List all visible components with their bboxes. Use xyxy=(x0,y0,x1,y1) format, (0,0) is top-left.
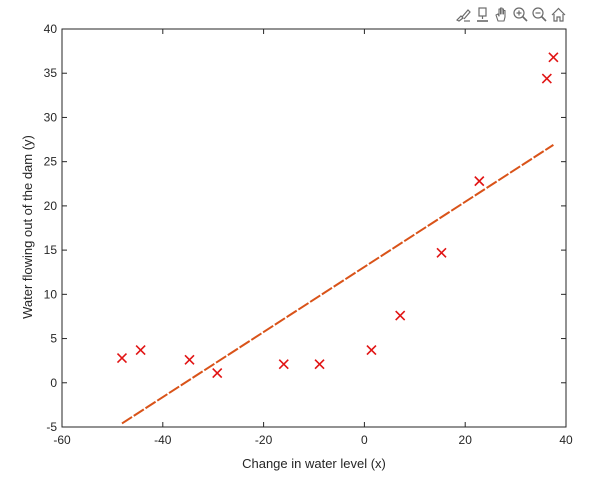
data-point-marker xyxy=(116,352,128,364)
x-tick-label: 40 xyxy=(559,433,573,447)
data-point-marker xyxy=(212,367,223,379)
data-point-marker xyxy=(548,52,559,63)
data-point-marker xyxy=(436,247,447,258)
y-tick-label: 40 xyxy=(44,22,58,36)
y-tick-label: 5 xyxy=(50,332,57,346)
data-point-marker xyxy=(474,176,485,187)
data-point-marker xyxy=(541,73,552,84)
y-tick-label: 20 xyxy=(44,199,58,213)
x-tick-label: -40 xyxy=(154,433,172,447)
data-point-marker xyxy=(366,344,377,356)
data-tip-icon[interactable] xyxy=(474,6,491,23)
home-icon[interactable] xyxy=(550,6,567,23)
axes-toolbar xyxy=(455,6,567,23)
plot-area: -60 -40 -20 0 20 40 -5 0 5 10 15 20 25 30 35 40 xyxy=(44,22,573,447)
x-tick-label: -60 xyxy=(53,433,71,447)
y-tick-label: 25 xyxy=(44,155,58,169)
data-point-marker xyxy=(314,359,325,370)
x-tick-label: 20 xyxy=(459,433,473,447)
pan-hand-icon[interactable] xyxy=(493,6,510,23)
data-point-marker xyxy=(184,354,195,365)
x-tick-label: -20 xyxy=(255,433,273,447)
zoom-out-icon[interactable] xyxy=(531,6,548,23)
data-point-marker xyxy=(278,359,289,370)
y-tick-label: 10 xyxy=(44,287,58,301)
x-tick-label: 0 xyxy=(361,433,368,447)
y-tick-label: 0 xyxy=(50,376,57,390)
fit-line xyxy=(121,144,554,425)
y-tick-label: 35 xyxy=(44,66,58,80)
x-axis-label: Change in water level (x) xyxy=(242,456,386,471)
y-tick-label: 30 xyxy=(44,110,58,124)
y-tick-label: -5 xyxy=(46,420,57,434)
zoom-in-icon[interactable] xyxy=(512,6,529,23)
y-tick-label: 15 xyxy=(44,243,58,257)
data-point-marker xyxy=(135,344,146,356)
brush-edit-icon[interactable] xyxy=(455,6,472,23)
axes-box xyxy=(61,28,567,428)
data-point-marker xyxy=(395,310,406,321)
y-axis-label: Water flowing out of the dam (y) xyxy=(20,135,35,319)
